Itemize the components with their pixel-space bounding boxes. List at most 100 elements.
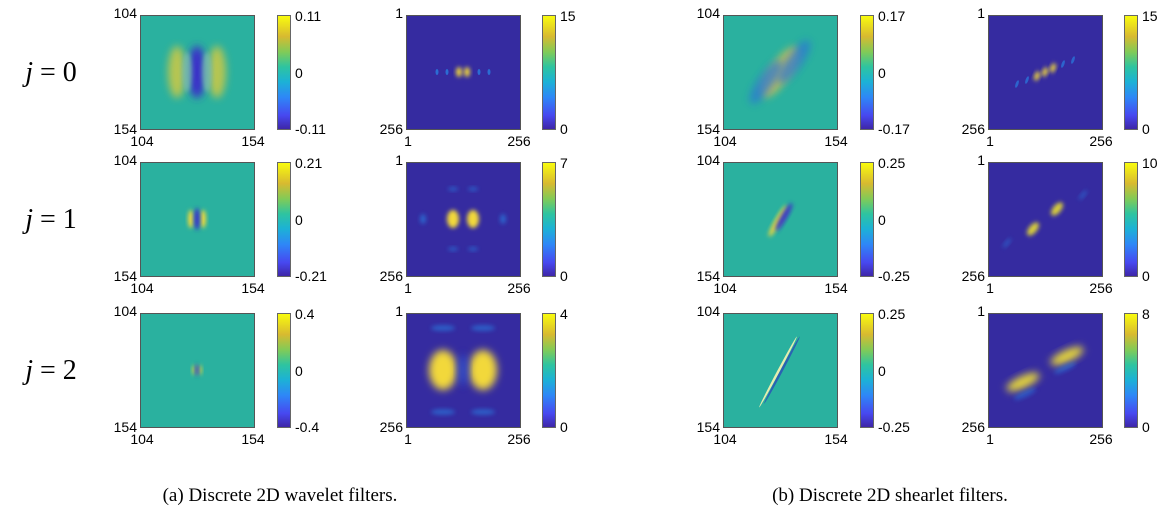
colorbar-tick-min: -0.17 (878, 121, 910, 137)
filter-blob (1071, 56, 1075, 64)
filter-blob (188, 46, 206, 98)
filter-blob (458, 354, 468, 386)
axis-tick-right: 256 (1089, 133, 1113, 149)
axis-tick-top: 104 (696, 303, 720, 319)
wavelet-frequency-colorbar (542, 313, 556, 428)
filter-blob (467, 210, 479, 228)
filter-blob (431, 325, 455, 331)
shearlet-frequency-filter (988, 162, 1103, 277)
filter-blob (768, 205, 788, 237)
filter-blob (1015, 80, 1019, 88)
filter-blob (764, 336, 800, 404)
filter-blob (1061, 60, 1065, 68)
filter-blob (1050, 63, 1056, 73)
axis-tick-left: 104 (713, 280, 737, 296)
colorbar-tick-min: 0 (560, 268, 568, 284)
axis-tick-right: 154 (241, 431, 265, 447)
colorbar-tick-max: 15 (560, 8, 576, 24)
shearlet-spatial-filter (723, 15, 838, 130)
filter-image (1015, 56, 1075, 88)
colorbar-tick-min: -0.4 (295, 419, 320, 435)
colorbar-tick-max: 10 (1142, 155, 1158, 171)
row-label-var: j (25, 57, 33, 88)
axis-tick-right: 154 (824, 280, 848, 296)
colorbar-tick-min: 0 (1142, 419, 1150, 435)
colorbar-tick-zero: 0 (878, 64, 886, 81)
axis-tick-left: 1 (404, 133, 412, 149)
axis-tick-top: 1 (977, 303, 985, 319)
colorbar-tick-min: 0 (560, 419, 568, 435)
colorbar-tick-min: -0.21 (295, 268, 327, 284)
filter-blob (168, 46, 186, 98)
colorbar-tick-max: 15 (1142, 8, 1158, 24)
filter-blob (192, 365, 196, 375)
axis-tick-left: 1 (404, 280, 412, 296)
axis-tick-top: 104 (696, 5, 720, 21)
axis-tick-left: 104 (130, 431, 154, 447)
filter-blob (487, 69, 491, 75)
filter-blob (471, 325, 495, 331)
axis-tick-left: 104 (713, 133, 737, 149)
filter-blob (198, 365, 202, 375)
filter-blob (188, 210, 194, 228)
filter-blob (1014, 388, 1036, 400)
axis-tick-top: 104 (113, 152, 137, 168)
axis-tick-left: 104 (130, 280, 154, 296)
axis-tick-right: 154 (241, 280, 265, 296)
colorbar-tick-min: 0 (1142, 121, 1150, 137)
axis-tick-bottom: 256 (379, 268, 403, 284)
filter-image (429, 325, 497, 415)
colorbar-tick-max: 0.21 (295, 155, 323, 171)
filter-blob (1042, 67, 1048, 77)
colorbar-tick-zero: 0 (878, 362, 886, 379)
colorbar-tick-max: 7 (560, 155, 568, 171)
shearlet-frequency-filter (988, 313, 1103, 428)
filter-image (192, 364, 202, 376)
filter-blob (447, 210, 459, 228)
axis-tick-bottom: 154 (696, 268, 720, 284)
filter-blob (1027, 222, 1039, 236)
axis-tick-right: 256 (1089, 280, 1113, 296)
colorbar-tick-max: 4 (560, 306, 568, 322)
row-label-var: j (25, 355, 33, 386)
axis-tick-left: 104 (713, 431, 737, 447)
wavelet-frequency-filter (406, 313, 521, 428)
axis-tick-right: 256 (507, 133, 531, 149)
caption-wavelet: (a) Discrete 2D wavelet filters. (162, 485, 398, 506)
row-label: j = 2 (6, 355, 96, 387)
shearlet-spatial-colorbar (860, 15, 874, 130)
row-label-var: j (25, 204, 33, 235)
filter-blob (749, 60, 783, 104)
axis-tick-top: 1 (395, 152, 403, 168)
shearlet-spatial-filter (723, 162, 838, 277)
filter-blob (1051, 202, 1063, 216)
filter-image (188, 208, 206, 230)
axis-tick-right: 256 (507, 280, 531, 296)
axis-tick-bottom: 256 (961, 121, 985, 137)
colorbar-tick-max: 0.11 (295, 8, 322, 24)
filter-blob (182, 52, 192, 92)
wavelet-spatial-colorbar (277, 313, 291, 428)
filter-blob (1034, 71, 1040, 81)
filter-blob (200, 210, 206, 228)
axis-tick-top: 1 (395, 5, 403, 21)
row-label-value: = 2 (32, 355, 77, 386)
colorbar-tick-zero: 0 (295, 64, 303, 81)
colorbar-tick-max: 0.25 (878, 306, 906, 322)
filter-blob (420, 214, 426, 224)
filter-image (435, 67, 491, 77)
filter-blob (456, 67, 462, 77)
filter-blob (1054, 362, 1076, 374)
filter-blob (471, 409, 495, 415)
colorbar-tick-zero: 0 (295, 211, 303, 228)
colorbar-tick-min: -0.25 (878, 268, 910, 284)
wavelet-spatial-filter (140, 162, 255, 277)
row-label: j = 1 (6, 204, 96, 236)
shearlet-spatial-colorbar (860, 313, 874, 428)
axis-tick-bottom: 256 (961, 268, 985, 284)
shearlet-frequency-colorbar (1124, 162, 1138, 277)
filter-blob (500, 214, 506, 224)
axis-tick-bottom: 154 (696, 419, 720, 435)
axis-tick-bottom: 256 (379, 121, 403, 137)
filter-blob (777, 40, 811, 84)
